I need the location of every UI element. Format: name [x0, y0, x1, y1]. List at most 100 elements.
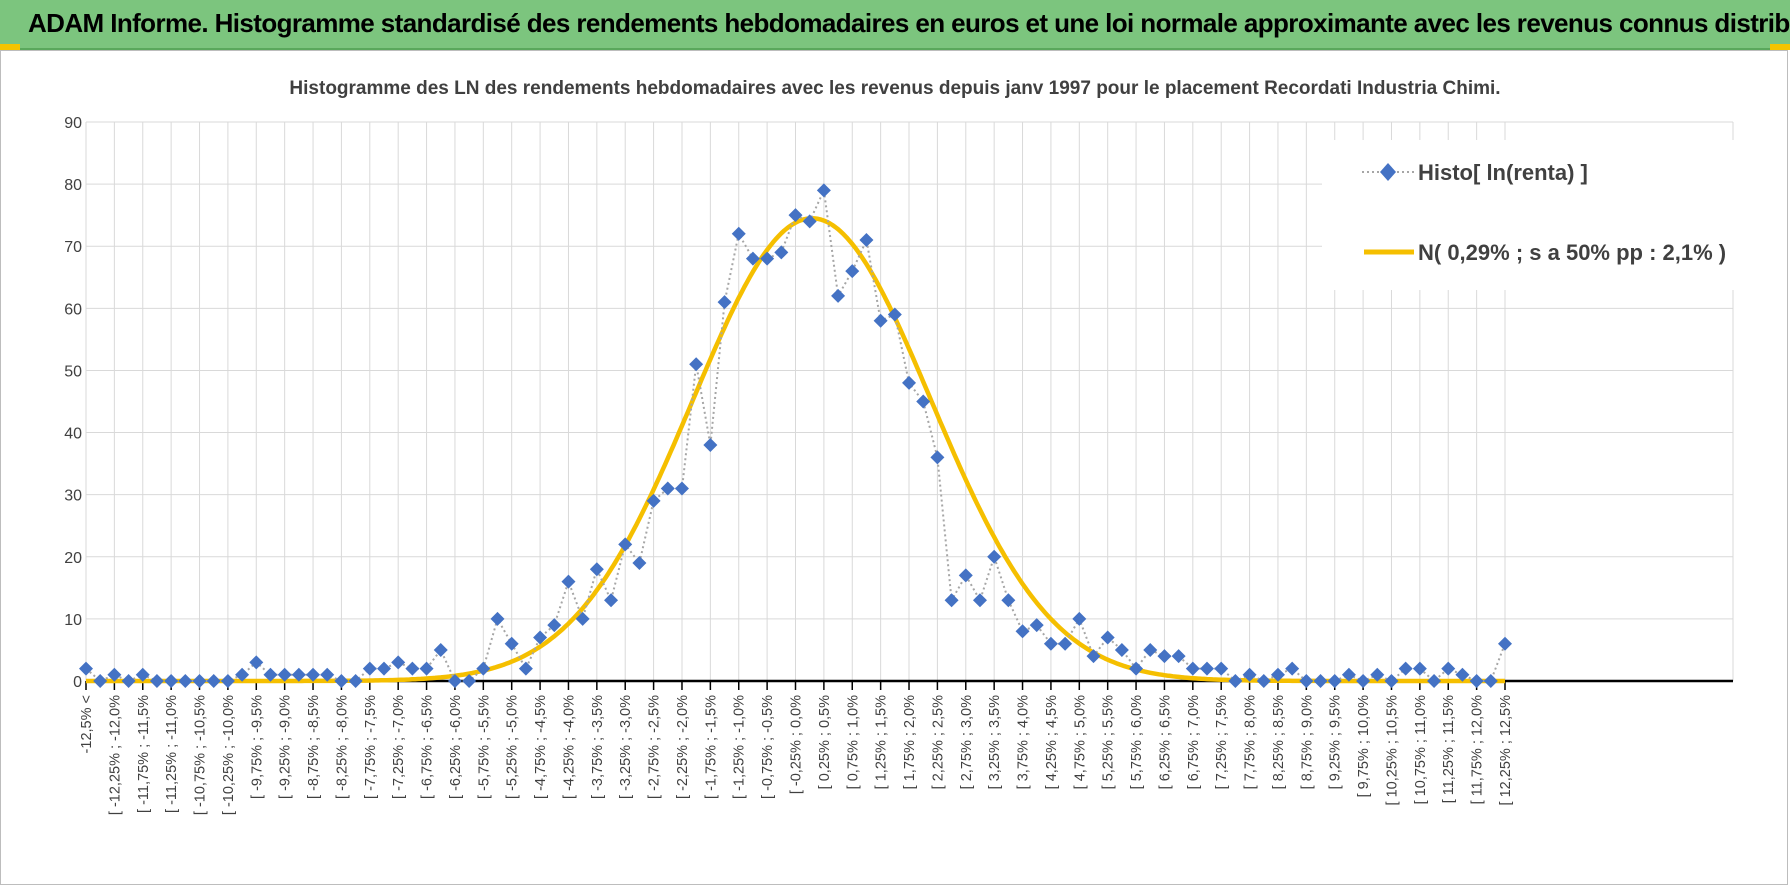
x-tick-label: [ -9,25% ; -9,0% [278, 695, 294, 799]
histogram-point [192, 674, 207, 688]
x-tick-label: [ -10,75% ; -10,5% [193, 695, 209, 815]
histogram-point [1228, 674, 1243, 688]
histogram-point [944, 593, 959, 608]
x-tick-label: [ 1,25% ; 1,5% [874, 695, 890, 789]
y-tick-label: 70 [64, 239, 82, 256]
histogram-point [433, 642, 448, 657]
histogram-point [135, 667, 150, 682]
x-tick-label: [ 9,75% ; 10,0% [1356, 695, 1372, 797]
histogram-point [1299, 674, 1314, 688]
histogram-point [745, 251, 760, 266]
y-tick-label: 30 [64, 488, 82, 505]
x-tick-label: [ 6,75% ; 7,0% [1186, 695, 1202, 789]
histogram-point [674, 481, 689, 496]
histogram-point [1427, 674, 1442, 688]
histogram-point [845, 264, 860, 279]
histogram-point [1015, 624, 1030, 639]
y-tick-label: 50 [64, 363, 82, 380]
histogram-point [1143, 642, 1158, 657]
histogram-point [802, 214, 817, 229]
histogram-point [306, 667, 321, 682]
x-tick-label: [ -5,75% ; -5,5% [476, 695, 492, 799]
histogram-point [958, 568, 973, 583]
title-banner: ADAM Informe. Histogramme standardisé de… [0, 0, 1790, 50]
histogram-point [1384, 674, 1399, 688]
x-tick-label: [ -3,75% ; -3,5% [590, 695, 606, 799]
histogram-point [930, 450, 945, 465]
histogram-point [376, 661, 391, 676]
x-tick-label: [ -0,75% ; -0,5% [760, 695, 776, 799]
chart-title: Histogramme des LN des rendements hebdom… [289, 78, 1500, 99]
x-tick-label: [ -4,25% ; -4,0% [561, 695, 577, 799]
histogram-point [79, 661, 93, 676]
histogram-point [1242, 667, 1257, 682]
histogram-point [632, 555, 647, 570]
histogram-point [277, 667, 292, 682]
legend-normal-label: N( 0,29% ; s a 50% pp : 2,1% ) [1418, 240, 1726, 265]
y-tick-label: 40 [64, 426, 82, 443]
histogram-point [362, 661, 377, 676]
histogram-point [1285, 661, 1300, 676]
y-tick-label: 10 [64, 612, 82, 629]
histogram-point [1313, 674, 1328, 688]
histogram-point [419, 661, 434, 676]
histogram-point [1370, 667, 1385, 682]
x-tick-label: [ -11,25% ; -11,0% [164, 695, 180, 813]
x-tick-label: [ 5,75% ; 6,0% [1129, 695, 1145, 789]
histogram-point [1469, 674, 1484, 688]
histogram-point [348, 674, 363, 688]
histogram-point [447, 674, 462, 688]
histogram-point [249, 655, 264, 670]
x-tick-label: [ 2,25% ; 2,5% [930, 695, 946, 789]
histogram-point [178, 674, 193, 688]
histogram-point [149, 674, 164, 688]
banner-title: ADAM Informe. Histogramme standardisé de… [28, 8, 1790, 38]
histogram-point [972, 593, 987, 608]
histogram-point [703, 437, 718, 452]
histogram-point [1171, 649, 1186, 664]
histogram-point [391, 655, 406, 670]
x-tick-label: [ -9,75% ; -9,5% [249, 695, 265, 799]
histogram-point [518, 661, 533, 676]
histogram-point [646, 493, 661, 508]
x-tick-label: [ 10,75% ; 11,0% [1413, 695, 1429, 804]
x-tick-label: [ -1,75% ; -1,5% [703, 695, 719, 799]
x-tick-label: [ -3,25% ; -3,0% [618, 695, 634, 799]
histogram-point [1086, 649, 1101, 664]
histogram-point [774, 245, 789, 260]
histogram-point [788, 208, 803, 223]
histogram-point [476, 661, 491, 676]
histogram-point [1441, 661, 1456, 676]
histogram-point [121, 674, 136, 688]
legend: Histo[ ln(renta) ] N( 0,29% ; s a 50% pp… [1322, 140, 1742, 290]
histogram-point [887, 307, 902, 322]
histogram-point [660, 481, 675, 496]
histogram-point [1114, 642, 1129, 657]
histogram-point [462, 674, 477, 688]
histogram-point [561, 574, 576, 589]
x-tick-label: [ 6,25% ; 6,5% [1157, 695, 1173, 789]
histogram-point [717, 295, 732, 310]
histogram-point [816, 183, 831, 198]
y-tick-label: 80 [64, 177, 82, 194]
legend-histo-marker [1380, 163, 1396, 181]
histogram-point [916, 394, 931, 409]
x-tick-label: [ 5,25% ; 5,5% [1101, 695, 1117, 789]
histogram-point [873, 313, 888, 328]
x-axis-labels: -12,5% < [ -12,25% ; -12,0% [ -11,75% ; -1… [79, 695, 1514, 815]
legend-background [1322, 140, 1742, 290]
x-tick-label: [ 4,75% ; 5,0% [1072, 695, 1088, 789]
x-tick-label: [ 8,25% ; 8,5% [1271, 695, 1287, 789]
x-tick-label: [ 7,75% ; 8,0% [1243, 695, 1259, 789]
x-tick-label: [ -10,25% ; -10,0% [221, 695, 237, 815]
x-tick-label: [ 2,75% ; 3,0% [959, 695, 975, 789]
x-tick-label: [ -1,25% ; -1,0% [732, 695, 748, 799]
x-tick-label: [ -7,25% ; -7,0% [391, 695, 407, 799]
histogram-point [760, 251, 775, 266]
histogram-point [1043, 636, 1058, 651]
y-tick-label: 0 [73, 674, 82, 691]
x-tick-label: [ -8,75% ; -8,5% [306, 695, 322, 799]
histogram-point [1341, 667, 1356, 682]
x-tick-label: [ 9,25% ; 9,5% [1328, 695, 1344, 789]
